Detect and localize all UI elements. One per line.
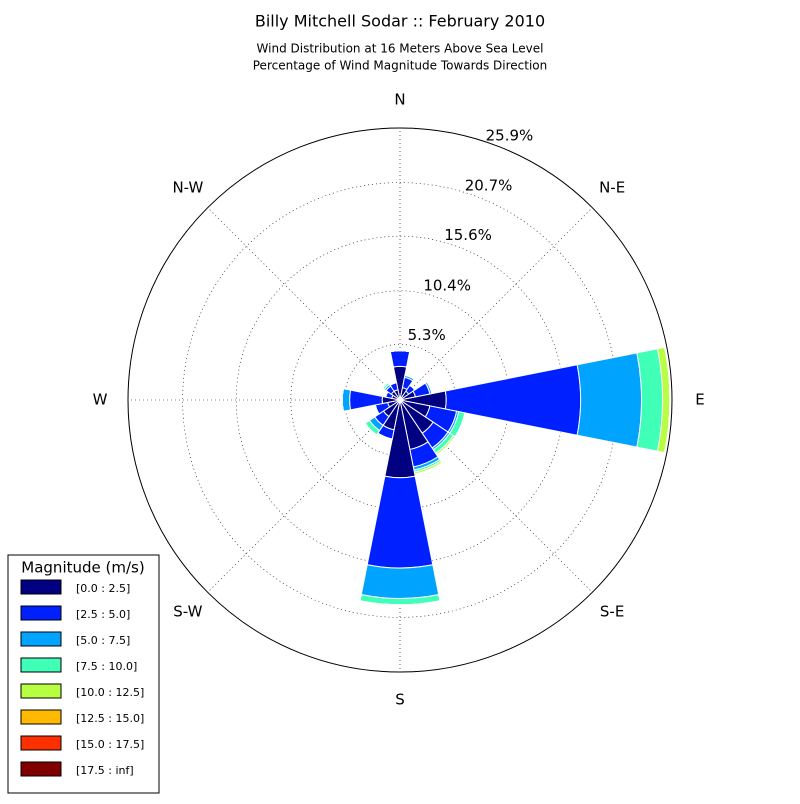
legend-label: [7.5 : 10.0] bbox=[76, 660, 137, 673]
r-tick-label: 25.9% bbox=[486, 126, 534, 144]
direction-label: N bbox=[394, 91, 405, 109]
legend-label: [12.5 : 15.0] bbox=[76, 712, 144, 725]
spoke bbox=[207, 207, 401, 401]
wedge bbox=[341, 388, 352, 412]
chart-title: Billy Mitchell Sodar :: February 2010 bbox=[255, 12, 545, 31]
direction-label: W bbox=[93, 391, 108, 409]
wedge bbox=[404, 374, 415, 380]
legend-label: [15.0 : 17.5] bbox=[76, 738, 144, 751]
direction-label: E bbox=[695, 391, 704, 409]
wedge bbox=[359, 600, 441, 606]
wedge bbox=[389, 350, 411, 368]
r-tick-label: 5.3% bbox=[408, 326, 446, 344]
direction-label: N-E bbox=[599, 178, 625, 196]
wedge bbox=[360, 564, 440, 599]
direction-label: S bbox=[395, 691, 405, 709]
legend-label: [5.0 : 7.5] bbox=[76, 634, 130, 647]
direction-label: S-W bbox=[173, 603, 202, 621]
legend-swatch bbox=[20, 709, 62, 725]
chart-subtitle: Percentage of Wind Magnitude Towards Dir… bbox=[253, 59, 547, 73]
legend-swatch bbox=[20, 735, 62, 751]
r-tick-label: 15.6% bbox=[444, 226, 492, 244]
direction-label: N-W bbox=[172, 178, 203, 196]
wedge bbox=[444, 364, 582, 436]
wedge bbox=[366, 475, 434, 569]
chart-subtitle: Wind Distribution at 16 Meters Above Sea… bbox=[257, 42, 544, 56]
r-tick-label: 10.4% bbox=[423, 277, 471, 295]
legend-label: [2.5 : 5.0] bbox=[76, 608, 130, 621]
legend-box bbox=[7, 554, 160, 794]
wedge bbox=[576, 352, 643, 448]
legend-swatch bbox=[20, 631, 62, 647]
spoke bbox=[399, 207, 593, 401]
legend-swatch bbox=[20, 657, 62, 673]
legend-title: Magnitude (m/s) bbox=[21, 559, 144, 577]
legend-swatch bbox=[20, 683, 62, 699]
direction-label: S-E bbox=[600, 603, 624, 621]
wedge bbox=[390, 350, 410, 353]
legend-label: [10.0 : 12.5] bbox=[76, 686, 144, 699]
outer-circle bbox=[127, 127, 673, 673]
spoke bbox=[399, 399, 593, 593]
legend-label: [0.0 : 2.5] bbox=[76, 582, 130, 595]
spoke bbox=[207, 399, 401, 593]
wedge bbox=[389, 381, 397, 386]
r-tick-label: 20.7% bbox=[465, 177, 513, 195]
legend-swatch bbox=[20, 605, 62, 621]
legend-label: [17.5 : inf] bbox=[76, 764, 134, 777]
legend-swatch bbox=[20, 761, 62, 777]
legend-swatch bbox=[20, 579, 62, 595]
